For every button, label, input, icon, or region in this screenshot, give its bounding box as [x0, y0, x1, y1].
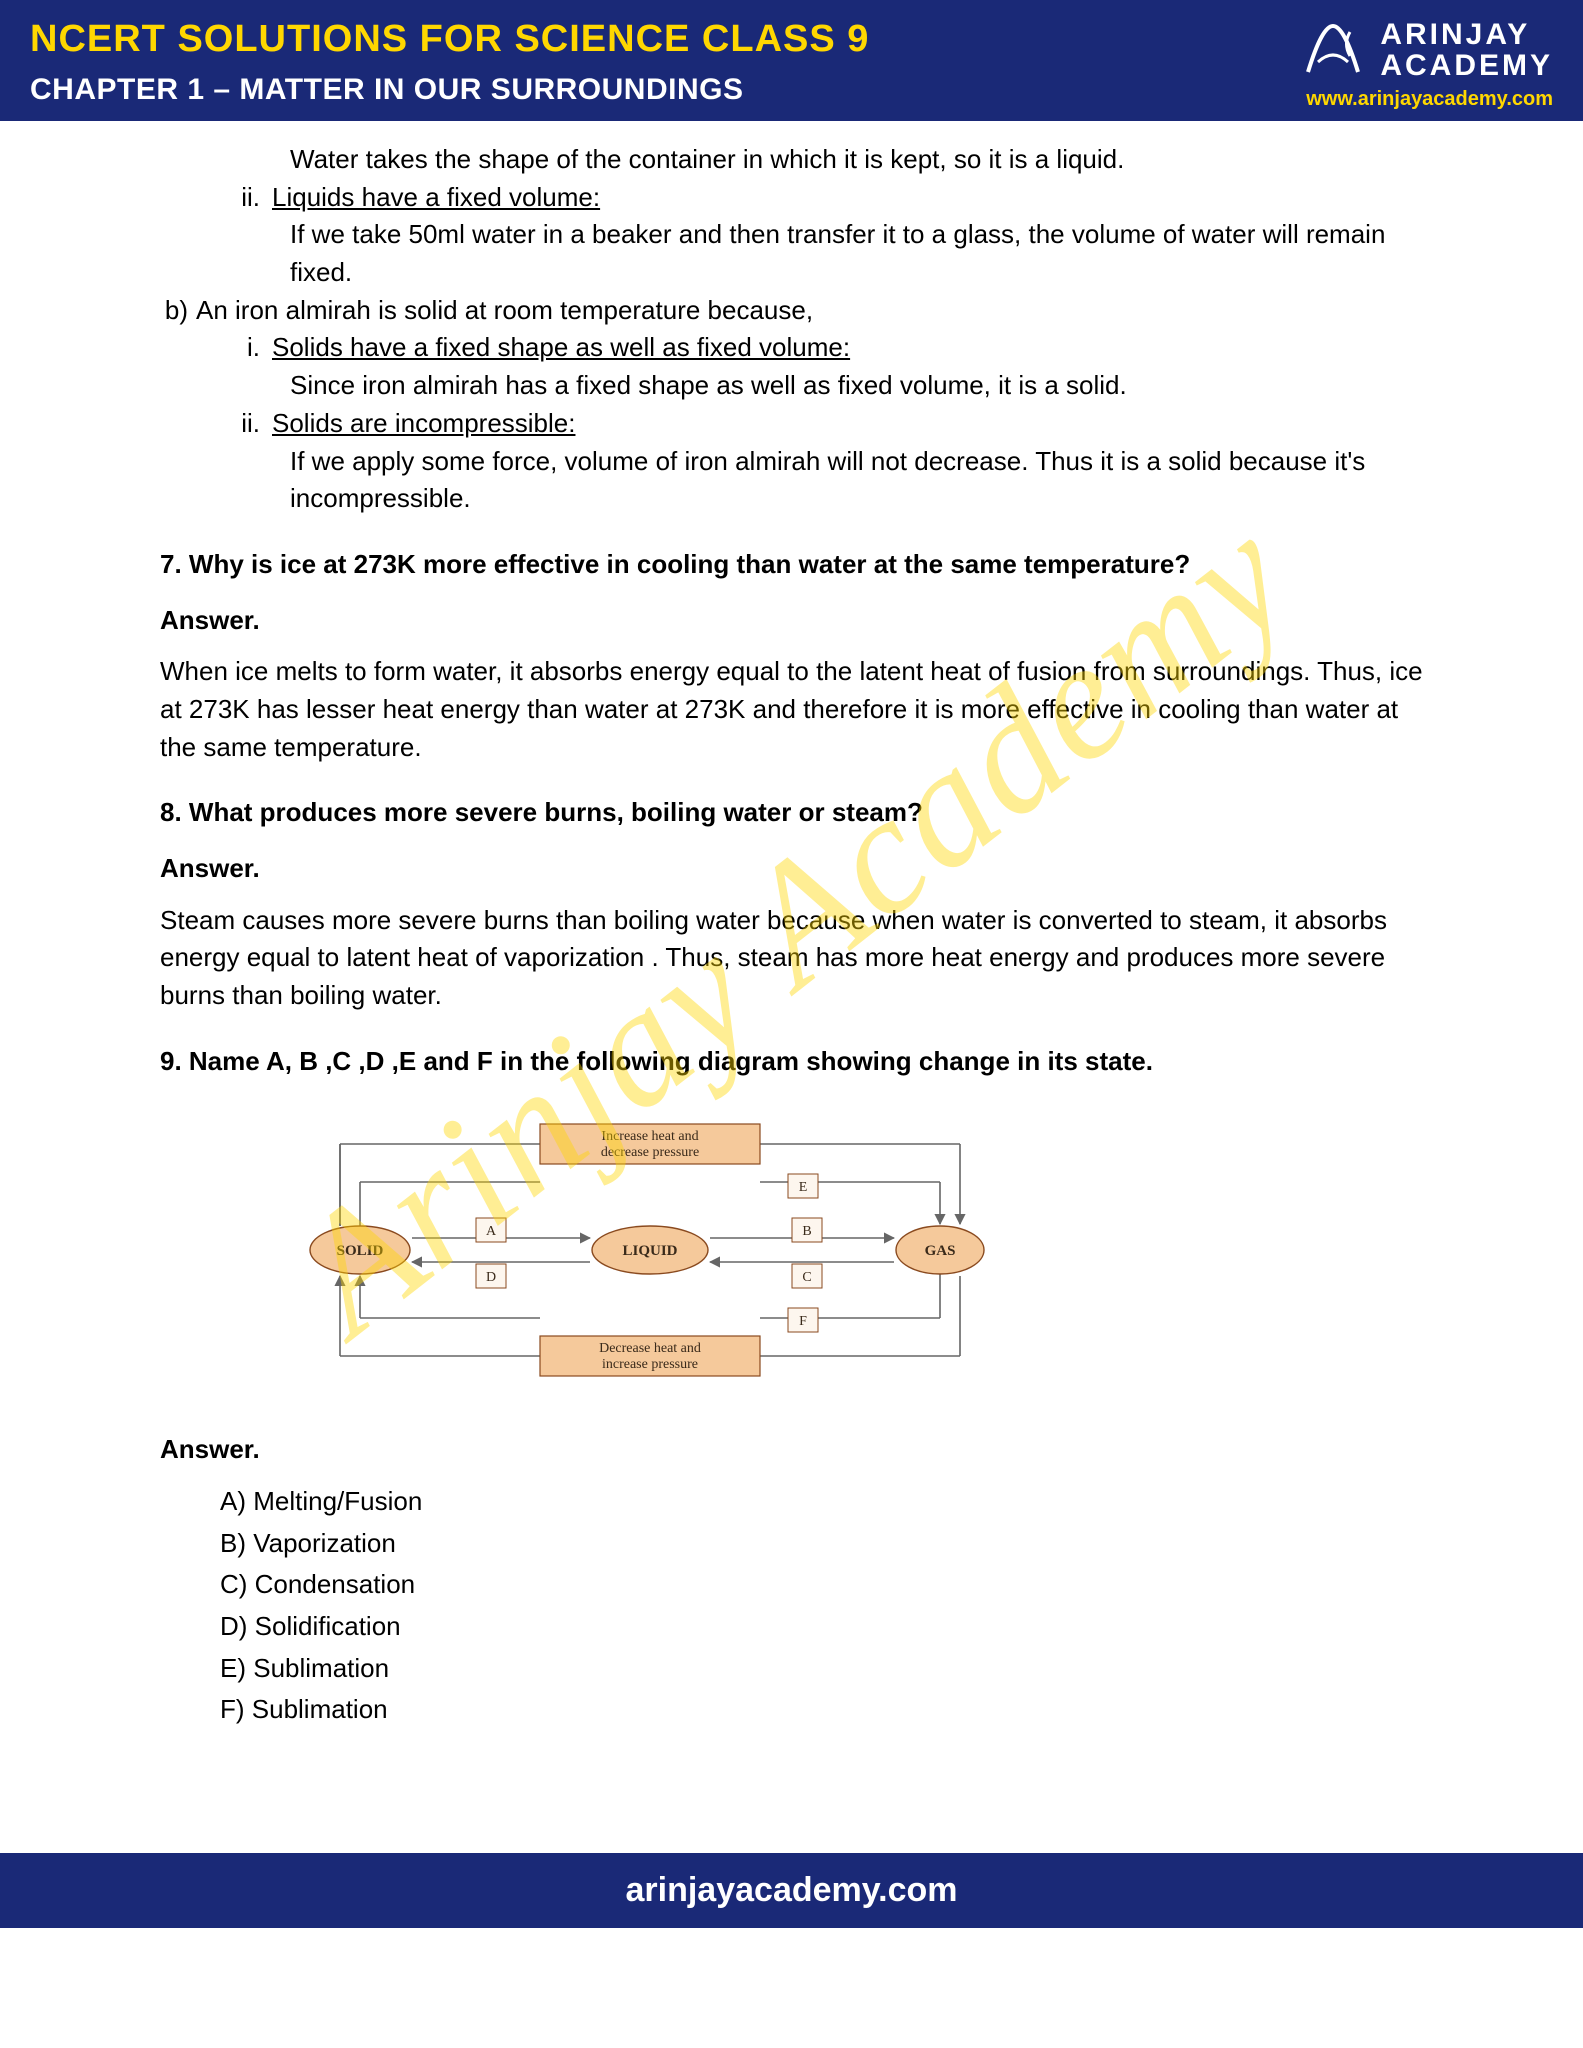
svg-text:LIQUID: LIQUID — [622, 1243, 677, 1259]
answer-label: Answer. — [160, 1431, 1423, 1469]
header-right: ARINJAY ACADEMY www.arinjayacademy.com — [1298, 18, 1553, 111]
svg-text:GAS: GAS — [925, 1243, 956, 1259]
roman-marker: ii. — [216, 405, 272, 443]
item-a-ii-text: If we take 50ml water in a beaker and th… — [160, 216, 1423, 291]
item-b-text: An iron almirah is solid at room tempera… — [196, 292, 1423, 330]
svg-text:Increase heat and: Increase heat and — [601, 1129, 698, 1144]
list-item: E) Sublimation — [220, 1650, 1423, 1688]
question-7: 7. Why is ice at 273K more effective in … — [160, 546, 1423, 584]
brand-name: ARINJAY ACADEMY — [1380, 19, 1553, 82]
item-b-ii-text: If we apply some force, volume of iron a… — [160, 443, 1423, 518]
svg-text:E: E — [799, 1180, 808, 1195]
roman-marker: i. — [216, 329, 272, 367]
svg-text:Decrease heat and: Decrease heat and — [599, 1341, 701, 1356]
brand-line2: ACADEMY — [1380, 50, 1553, 82]
list-item: F) Sublimation — [220, 1691, 1423, 1729]
state-change-diagram: Increase heat anddecrease pressure Decrea… — [280, 1110, 1423, 1401]
header-subtitle: CHAPTER 1 – MATTER IN OUR SURROUNDINGS — [30, 73, 1298, 107]
svg-text:SOLID: SOLID — [337, 1243, 384, 1259]
alpha-marker: b) — [160, 292, 196, 330]
intro-line: Water takes the shape of the container i… — [160, 141, 1423, 179]
item-b-i-text: Since iron almirah has a fixed shape as … — [160, 367, 1423, 405]
header-left: NCERT SOLUTIONS FOR SCIENCE CLASS 9 CHAP… — [30, 18, 1298, 107]
svg-text:decrease pressure: decrease pressure — [601, 1145, 699, 1160]
page-header: NCERT SOLUTIONS FOR SCIENCE CLASS 9 CHAP… — [0, 0, 1583, 121]
svg-text:C: C — [802, 1270, 811, 1285]
list-item: C) Condensation — [220, 1566, 1423, 1604]
item-b-i-head: Solids have a fixed shape as well as fix… — [272, 329, 1423, 367]
answer-label: Answer. — [160, 602, 1423, 640]
answer-label: Answer. — [160, 850, 1423, 888]
item-b-ii-head: Solids are incompressible: — [272, 405, 1423, 443]
answer-7: When ice melts to form water, it absorbs… — [160, 653, 1423, 766]
item-a-ii: ii. Liquids have a fixed volume: — [160, 179, 1423, 217]
brand-line1: ARINJAY — [1380, 19, 1553, 51]
list-item: D) Solidification — [220, 1608, 1423, 1646]
item-b-ii: ii. Solids are incompressible: — [160, 405, 1423, 443]
question-9: 9. Name A, B ,C ,D ,E and F in the follo… — [160, 1043, 1423, 1081]
svg-text:D: D — [486, 1270, 496, 1285]
page-content: Arinjay Academy Water takes the shape of… — [0, 121, 1583, 1793]
brand-logo: ARINJAY ACADEMY — [1298, 18, 1553, 82]
list-item: A) Melting/Fusion — [220, 1483, 1423, 1521]
brand-url: www.arinjayacademy.com — [1298, 88, 1553, 111]
question-8: 8. What produces more severe burns, boil… — [160, 794, 1423, 832]
page-footer: arinjayacademy.com — [0, 1853, 1583, 1928]
answer-9-list: A) Melting/Fusion B) Vaporization C) Con… — [160, 1483, 1423, 1729]
roman-marker: ii. — [216, 179, 272, 217]
svg-text:F: F — [799, 1314, 807, 1329]
header-title: NCERT SOLUTIONS FOR SCIENCE CLASS 9 — [30, 18, 1298, 61]
svg-text:B: B — [802, 1224, 811, 1239]
list-item: B) Vaporization — [220, 1525, 1423, 1563]
svg-text:increase pressure: increase pressure — [602, 1357, 698, 1372]
answer-8: Steam causes more severe burns than boil… — [160, 902, 1423, 1015]
item-b: b) An iron almirah is solid at room temp… — [160, 292, 1423, 330]
item-a-ii-head: Liquids have a fixed volume: — [272, 179, 1423, 217]
item-b-i: i. Solids have a fixed shape as well as … — [160, 329, 1423, 367]
svg-text:A: A — [486, 1224, 497, 1239]
logo-icon — [1298, 18, 1368, 82]
